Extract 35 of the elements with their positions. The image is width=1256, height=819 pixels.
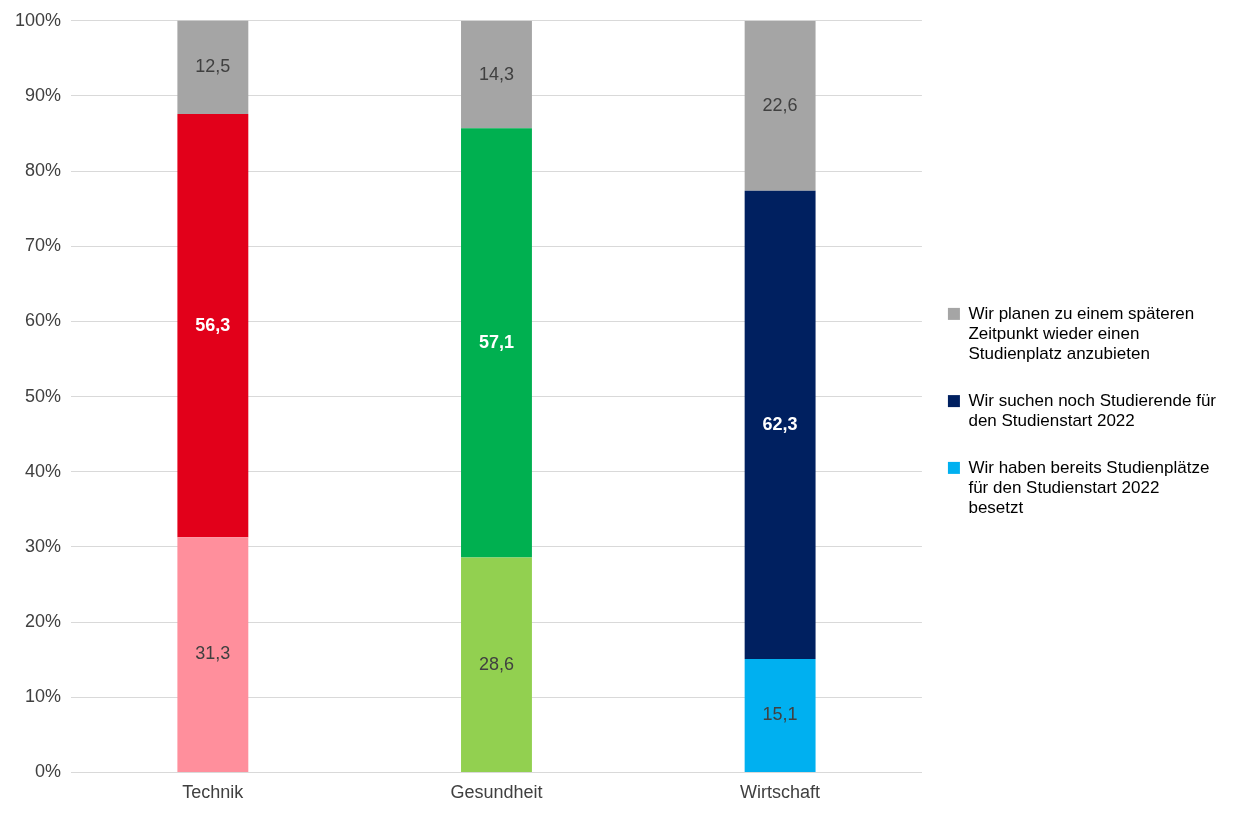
legend-label: Wir haben bereits Studienplätze für den Studienstart 2022 besetzt bbox=[968, 457, 1210, 518]
x-tick-label: Gesundheit bbox=[450, 782, 543, 803]
data-label: 56,3 bbox=[195, 314, 231, 335]
x-tick-label: Technik bbox=[182, 782, 245, 803]
bar bbox=[461, 557, 532, 772]
y-tick-label: 0% bbox=[35, 761, 62, 782]
data-label: 57,1 bbox=[478, 331, 514, 352]
y-tick-label: 90% bbox=[25, 84, 62, 105]
bar bbox=[744, 658, 816, 772]
y-tick-label: 20% bbox=[25, 611, 62, 632]
y-tick-label: 70% bbox=[25, 235, 62, 256]
y-tick-label: 40% bbox=[25, 460, 62, 481]
legend-label: Wir suchen noch Studierende für den Studienstart 2022 bbox=[968, 390, 1217, 431]
data-label: 31,3 bbox=[195, 643, 231, 664]
data-label: 15,1 bbox=[762, 704, 798, 725]
y-tick-label: 10% bbox=[25, 686, 62, 707]
y-tick-label: 30% bbox=[25, 535, 62, 556]
data-label: 12,5 bbox=[195, 55, 231, 76]
bar bbox=[461, 128, 532, 558]
bar bbox=[461, 20, 532, 129]
legend-label: Wir planen zu einem späteren Zeitpunkt wieder einen Studienplatz anzubieten bbox=[968, 303, 1195, 364]
data-label: 62,3 bbox=[762, 413, 798, 434]
bar bbox=[177, 537, 249, 772]
data-label: 28,6 bbox=[478, 653, 514, 674]
y-tick-label: 50% bbox=[25, 385, 62, 406]
data-label: 14,3 bbox=[478, 63, 514, 84]
data-label: 22,6 bbox=[762, 94, 798, 115]
bar bbox=[744, 190, 816, 659]
y-tick-label: 80% bbox=[25, 160, 62, 181]
x-tick-label: Wirtschaft bbox=[740, 782, 821, 803]
bar bbox=[177, 20, 249, 114]
bar bbox=[744, 20, 816, 191]
y-tick-label: 60% bbox=[25, 310, 62, 331]
bar bbox=[177, 114, 249, 538]
y-tick-label: 100% bbox=[14, 9, 62, 30]
